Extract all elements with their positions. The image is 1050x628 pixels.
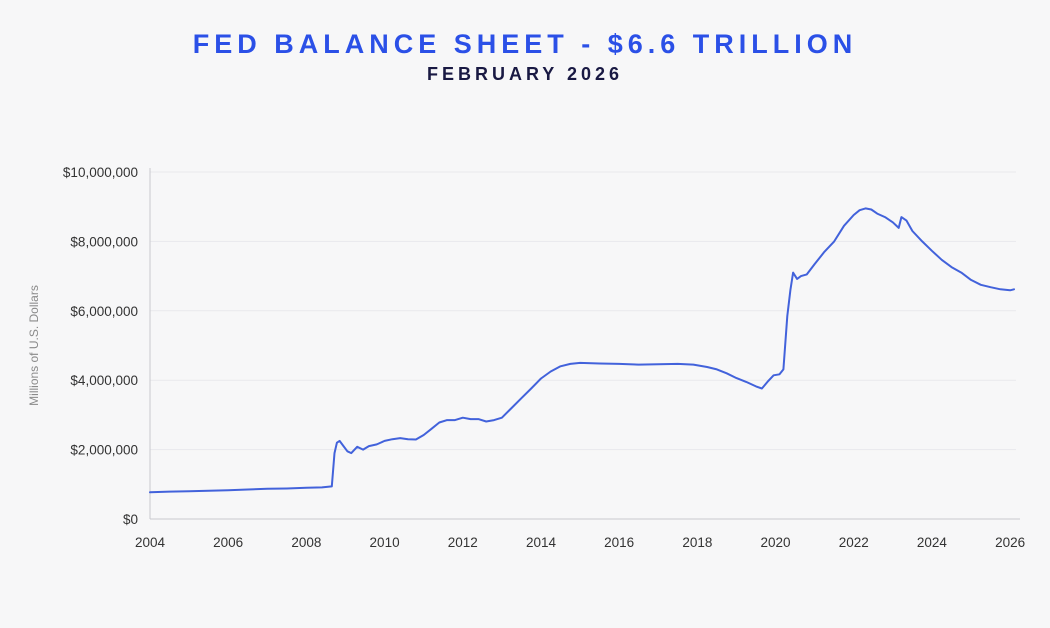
y-axis-tick-label: $6,000,000 bbox=[70, 304, 138, 319]
y-axis-title: Millions of U.S. Dollars bbox=[27, 285, 41, 406]
y-axis-tick-label: $4,000,000 bbox=[70, 373, 138, 388]
y-axis-tick-label: $0 bbox=[123, 512, 138, 527]
y-axis-tick-label: $10,000,000 bbox=[63, 165, 138, 180]
x-axis-tick-label: 2022 bbox=[839, 535, 869, 550]
x-axis-tick-label: 2018 bbox=[682, 535, 712, 550]
x-axis-tick-label: 2026 bbox=[995, 535, 1025, 550]
x-axis-tick-label: 2020 bbox=[761, 535, 791, 550]
y-axis-tick-label: $2,000,000 bbox=[70, 443, 138, 458]
x-axis-tick-label: 2004 bbox=[135, 535, 166, 550]
balance-sheet-line bbox=[149, 207, 1015, 494]
page-subtitle: FEBRUARY 2026 bbox=[426, 64, 624, 85]
x-axis-tick-label: 2006 bbox=[213, 535, 243, 550]
x-axis-tick-label: 2012 bbox=[448, 535, 478, 550]
chart-header: FED BALANCE SHEET - $6.6 TRILLION FEBRUA… bbox=[0, 28, 1050, 86]
x-axis-tick-label: 2024 bbox=[917, 535, 948, 550]
page-title: FED BALANCE SHEET - $6.6 TRILLION bbox=[192, 29, 858, 59]
x-axis-tick-label: 2010 bbox=[370, 535, 400, 550]
x-axis-tick-label: 2016 bbox=[604, 535, 634, 550]
x-axis-tick-label: 2014 bbox=[526, 535, 557, 550]
x-axis-tick-label: 2008 bbox=[291, 535, 321, 550]
y-axis-tick-label: $8,000,000 bbox=[70, 234, 138, 249]
